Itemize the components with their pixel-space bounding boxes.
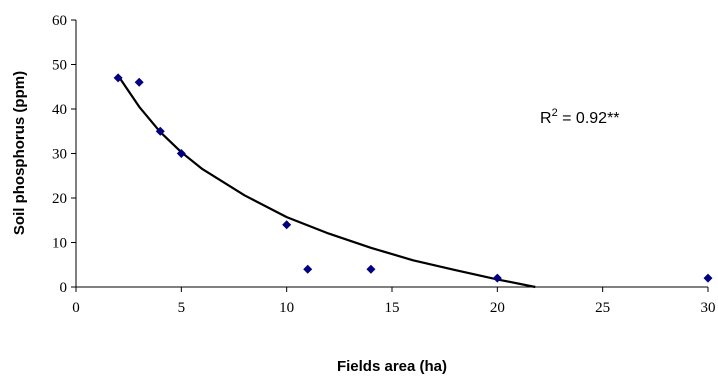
data-point [703, 273, 713, 283]
x-tick-label: 5 [178, 300, 186, 316]
y-ticks: 0 10 20 30 40 50 60 [52, 13, 76, 296]
data-point [282, 220, 292, 230]
x-ticks: 0 5 10 15 20 25 30 [72, 287, 716, 316]
x-tick-label: 10 [279, 300, 294, 316]
r-squared-superscript: 2 [552, 107, 558, 119]
x-tick-label: 25 [595, 300, 610, 316]
y-tick-label: 0 [60, 280, 68, 296]
data-point [134, 77, 144, 87]
trendline [117, 74, 536, 289]
x-tick-label: 0 [72, 300, 80, 316]
data-point [176, 149, 186, 158]
y-tick-label: 60 [52, 13, 67, 29]
x-axis-title: Fields area (ha) [337, 358, 447, 375]
y-tick-label: 20 [52, 191, 67, 207]
y-tick-label: 30 [52, 147, 67, 163]
data-point [113, 73, 123, 83]
y-axis-title: Soil phosphorus (ppm) [11, 71, 28, 235]
y-tick-label: 40 [52, 102, 67, 118]
r-squared-base: R [540, 110, 552, 127]
x-tick-label: 20 [490, 300, 505, 316]
axes [75, 20, 708, 288]
r-squared-annotation: R2 = 0.92** [540, 107, 620, 127]
x-tick-label: 30 [701, 300, 716, 316]
data-point [155, 126, 165, 136]
data-point [492, 273, 502, 283]
data-point [303, 264, 313, 274]
x-tick-label: 15 [385, 300, 400, 316]
data-points [113, 73, 713, 283]
r-squared-value: = 0.92** [558, 110, 620, 127]
data-point [366, 264, 376, 274]
y-tick-label: 50 [52, 58, 67, 74]
y-tick-label: 10 [52, 236, 67, 252]
